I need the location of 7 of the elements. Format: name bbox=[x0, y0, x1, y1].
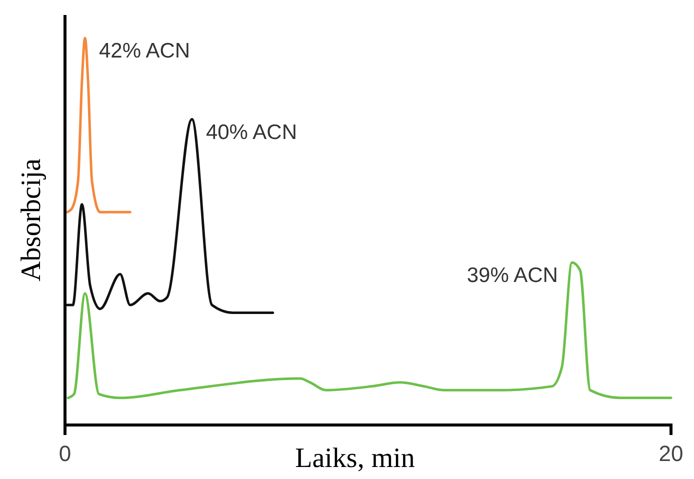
series-label: 40% ACN bbox=[206, 120, 298, 144]
y-axis-title: Absorbcija bbox=[16, 158, 47, 282]
x-axis-title: Laiks, min bbox=[295, 443, 415, 474]
x-tick-label: 20 bbox=[658, 441, 684, 466]
series-label: 39% ACN bbox=[466, 264, 558, 288]
x-tick-label: 0 bbox=[58, 441, 72, 466]
series-label: 42% ACN bbox=[99, 40, 190, 63]
